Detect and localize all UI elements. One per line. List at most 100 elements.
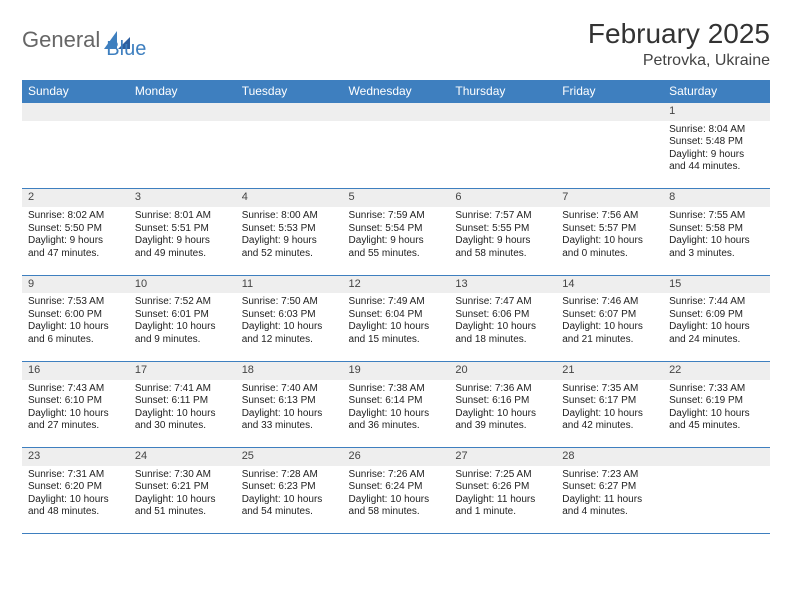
sunset-text: Sunset: 6:23 PM xyxy=(242,481,337,494)
daylight-text-1: Daylight: 10 hours xyxy=(455,321,550,334)
day-number-cell: 2 xyxy=(22,189,129,207)
sunrise-text: Sunrise: 8:02 AM xyxy=(28,210,123,223)
day-number-cell: 11 xyxy=(236,275,343,293)
day-detail-cell: Sunrise: 7:35 AMSunset: 6:17 PMDaylight:… xyxy=(556,380,663,448)
day-detail-cell: Sunrise: 7:36 AMSunset: 6:16 PMDaylight:… xyxy=(449,380,556,448)
daylight-text-2: and 24 minutes. xyxy=(669,334,764,347)
day-detail-cell: Sunrise: 7:25 AMSunset: 6:26 PMDaylight:… xyxy=(449,466,556,534)
sunrise-text: Sunrise: 7:38 AM xyxy=(349,383,444,396)
day-number-cell: 7 xyxy=(556,189,663,207)
calendar-body: 1Sunrise: 8:04 AMSunset: 5:48 PMDaylight… xyxy=(22,103,770,534)
day-number-cell xyxy=(22,103,129,121)
sunset-text: Sunset: 6:11 PM xyxy=(135,395,230,408)
day-number-row: 9101112131415 xyxy=(22,275,770,293)
day-number-cell: 3 xyxy=(129,189,236,207)
daylight-text-1: Daylight: 10 hours xyxy=(562,235,657,248)
sunrise-text: Sunrise: 7:43 AM xyxy=(28,383,123,396)
day-number-cell: 6 xyxy=(449,189,556,207)
day-number-cell: 28 xyxy=(556,448,663,466)
daylight-text-1: Daylight: 10 hours xyxy=(562,408,657,421)
sunrise-text: Sunrise: 7:57 AM xyxy=(455,210,550,223)
sunset-text: Sunset: 5:53 PM xyxy=(242,223,337,236)
daylight-text-1: Daylight: 9 hours xyxy=(242,235,337,248)
day-number-cell: 20 xyxy=(449,361,556,379)
sunrise-text: Sunrise: 7:31 AM xyxy=(28,469,123,482)
day-number-cell: 25 xyxy=(236,448,343,466)
sunrise-text: Sunrise: 7:26 AM xyxy=(349,469,444,482)
day-detail-cell: Sunrise: 7:40 AMSunset: 6:13 PMDaylight:… xyxy=(236,380,343,448)
sunrise-text: Sunrise: 7:44 AM xyxy=(669,296,764,309)
sunset-text: Sunset: 5:51 PM xyxy=(135,223,230,236)
sunrise-text: Sunrise: 7:55 AM xyxy=(669,210,764,223)
sunrise-text: Sunrise: 7:35 AM xyxy=(562,383,657,396)
sunrise-text: Sunrise: 7:47 AM xyxy=(455,296,550,309)
day-number-cell: 22 xyxy=(663,361,770,379)
day-detail-cell xyxy=(556,121,663,189)
day-detail-cell xyxy=(22,121,129,189)
weekday-wed: Wednesday xyxy=(343,80,450,103)
day-number-cell xyxy=(129,103,236,121)
logo-word2: Blue xyxy=(106,18,146,61)
weekday-sun: Sunday xyxy=(22,80,129,103)
daylight-text-2: and 30 minutes. xyxy=(135,420,230,433)
sunset-text: Sunset: 6:10 PM xyxy=(28,395,123,408)
day-detail-cell: Sunrise: 7:33 AMSunset: 6:19 PMDaylight:… xyxy=(663,380,770,448)
daylight-text-2: and 47 minutes. xyxy=(28,248,123,261)
day-number-row: 1 xyxy=(22,103,770,121)
day-detail-cell: Sunrise: 7:50 AMSunset: 6:03 PMDaylight:… xyxy=(236,293,343,361)
daylight-text-1: Daylight: 10 hours xyxy=(349,494,444,507)
day-detail-cell: Sunrise: 7:52 AMSunset: 6:01 PMDaylight:… xyxy=(129,293,236,361)
sunset-text: Sunset: 5:57 PM xyxy=(562,223,657,236)
sunrise-text: Sunrise: 7:50 AM xyxy=(242,296,337,309)
day-detail-cell: Sunrise: 7:30 AMSunset: 6:21 PMDaylight:… xyxy=(129,466,236,534)
daylight-text-2: and 33 minutes. xyxy=(242,420,337,433)
day-number-row: 232425262728 xyxy=(22,448,770,466)
daylight-text-1: Daylight: 10 hours xyxy=(669,321,764,334)
day-number-row: 16171819202122 xyxy=(22,361,770,379)
sunset-text: Sunset: 6:03 PM xyxy=(242,309,337,322)
sunrise-text: Sunrise: 7:49 AM xyxy=(349,296,444,309)
sunrise-text: Sunrise: 7:23 AM xyxy=(562,469,657,482)
sunrise-text: Sunrise: 7:25 AM xyxy=(455,469,550,482)
day-detail-cell: Sunrise: 7:44 AMSunset: 6:09 PMDaylight:… xyxy=(663,293,770,361)
daylight-text-1: Daylight: 10 hours xyxy=(455,408,550,421)
daylight-text-1: Daylight: 10 hours xyxy=(349,321,444,334)
sunrise-text: Sunrise: 7:52 AM xyxy=(135,296,230,309)
day-number-cell: 21 xyxy=(556,361,663,379)
daylight-text-2: and 58 minutes. xyxy=(455,248,550,261)
sunset-text: Sunset: 5:54 PM xyxy=(349,223,444,236)
day-detail-row: Sunrise: 7:43 AMSunset: 6:10 PM Daylight:… xyxy=(22,380,770,448)
sunrise-text: Sunrise: 7:41 AM xyxy=(135,383,230,396)
sunset-text: Sunset: 6:16 PM xyxy=(455,395,550,408)
day-detail-row: Sunrise: 7:53 AMSunset: 6:00 PMDaylight:… xyxy=(22,293,770,361)
daylight-text-2: and 3 minutes. xyxy=(669,248,764,261)
daylight-text-1: Daylight: 10 hours xyxy=(28,321,123,334)
sunset-text: Sunset: 6:07 PM xyxy=(562,309,657,322)
day-detail-row: Sunrise: 7:31 AMSunset: 6:20 PMDaylight:… xyxy=(22,466,770,534)
day-detail-cell: Sunrise: 7:43 AMSunset: 6:10 PMDaylight:… xyxy=(22,380,129,448)
day-number-cell: 24 xyxy=(129,448,236,466)
daylight-text-1: Daylight: 10 hours xyxy=(28,494,123,507)
location: Petrovka, Ukraine xyxy=(588,52,770,70)
day-number-cell: 17 xyxy=(129,361,236,379)
day-detail-row: Sunrise: 8:02 AMSunset: 5:50 PM Daylight:… xyxy=(22,207,770,275)
day-number-cell: 13 xyxy=(449,275,556,293)
day-detail-cell: Sunrise: 7:56 AMSunset: 5:57 PMDaylight:… xyxy=(556,207,663,275)
logo: General Blue xyxy=(22,18,146,61)
daylight-text-1: Daylight: 10 hours xyxy=(669,235,764,248)
calendar-table: Sunday Monday Tuesday Wednesday Thursday… xyxy=(22,80,770,534)
daylight-text-2: and 49 minutes. xyxy=(135,248,230,261)
sunrise-text: Sunrise: 7:53 AM xyxy=(28,296,123,309)
sunset-text: Sunset: 5:55 PM xyxy=(455,223,550,236)
sunrise-text: Sunrise: 7:33 AM xyxy=(669,383,764,396)
sunset-text: Sunset: 6:06 PM xyxy=(455,309,550,322)
sunset-text: Sunset: 6:19 PM xyxy=(669,395,764,408)
sunset-text: Sunset: 5:50 PM xyxy=(28,223,123,236)
day-detail-cell: Sunrise: 7:55 AMSunset: 5:58 PMDaylight:… xyxy=(663,207,770,275)
daylight-text-2: and 39 minutes. xyxy=(455,420,550,433)
daylight-text-1: Daylight: 10 hours xyxy=(242,494,337,507)
title-block: February 2025 Petrovka, Ukraine xyxy=(588,18,770,70)
day-detail-cell xyxy=(663,466,770,534)
sunset-text: Sunset: 6:14 PM xyxy=(349,395,444,408)
sunrise-text: Sunrise: 7:30 AM xyxy=(135,469,230,482)
